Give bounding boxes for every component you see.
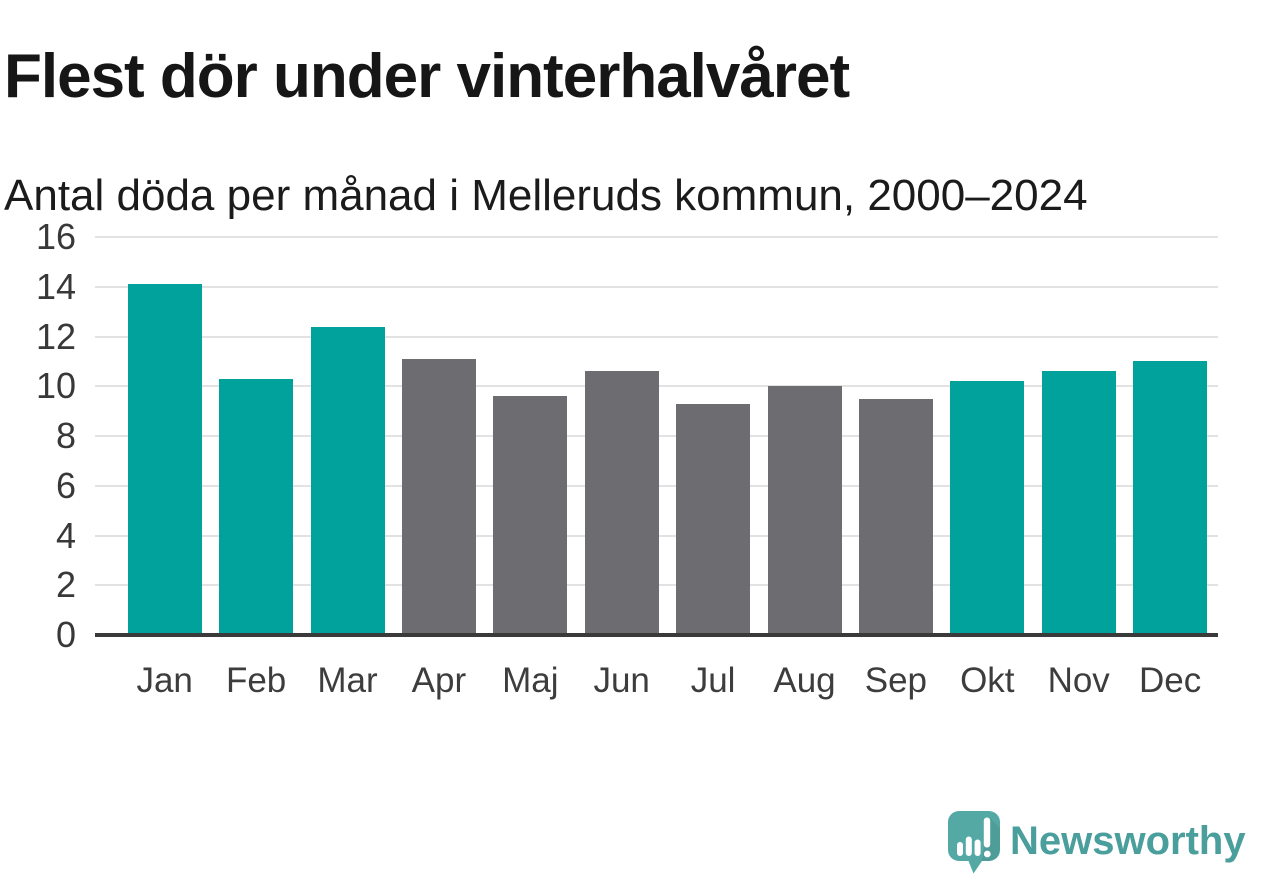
bar-sep bbox=[858, 398, 933, 635]
bar-mar bbox=[310, 326, 385, 635]
y-tick-label-2: 2 bbox=[55, 564, 76, 606]
bar-jun bbox=[584, 371, 659, 635]
x-tick-label-dec: Dec bbox=[1138, 661, 1202, 700]
x-tick-label-okt: Okt bbox=[960, 661, 1015, 700]
logo-bar-medium bbox=[974, 839, 981, 856]
bar-dec bbox=[1133, 361, 1208, 635]
logo-exclamation-dot bbox=[983, 850, 991, 858]
x-tick-label-apr: Apr bbox=[411, 661, 467, 700]
gridline-y-16 bbox=[95, 236, 1218, 238]
logo-bar-tall bbox=[965, 836, 972, 856]
x-tick-label-mar: Mar bbox=[317, 661, 378, 700]
bar-jul bbox=[676, 403, 751, 635]
bar-feb bbox=[219, 378, 294, 635]
y-tick-label-10: 10 bbox=[35, 365, 76, 407]
y-tick-label-6: 6 bbox=[55, 464, 76, 506]
x-tick-label-jun: Jun bbox=[593, 661, 650, 700]
x-tick-label-maj: Maj bbox=[502, 661, 559, 700]
bar-okt bbox=[950, 381, 1025, 635]
y-tick-label-14: 14 bbox=[35, 265, 76, 307]
bar-apr bbox=[401, 358, 476, 635]
x-tick-label-sep: Sep bbox=[864, 661, 928, 700]
logo-bar-small bbox=[957, 842, 963, 856]
x-tick-label-jul: Jul bbox=[690, 661, 736, 700]
newsworthy-logo-icon bbox=[948, 811, 1000, 874]
bar-maj bbox=[493, 396, 568, 635]
bar-nov bbox=[1041, 371, 1116, 635]
x-tick-label-jan: Jan bbox=[136, 661, 193, 700]
y-tick-label-4: 4 bbox=[55, 514, 76, 556]
x-tick-label-aug: Aug bbox=[773, 661, 836, 700]
y-tick-label-12: 12 bbox=[35, 315, 76, 357]
gridline-y-12 bbox=[95, 335, 1218, 338]
newsworthy-wordmark: Newsworthy bbox=[1010, 819, 1246, 863]
x-tick-label-feb: Feb bbox=[225, 661, 287, 700]
chart-subtitle: Antal döda per månad i Melleruds kommun,… bbox=[4, 171, 1088, 220]
chart-title: Flest dör under vinterhalvåret bbox=[4, 41, 850, 111]
y-tick-label-8: 8 bbox=[55, 415, 76, 456]
y-tick-label-0: 0 bbox=[55, 614, 76, 655]
x-axis-line bbox=[95, 633, 1218, 637]
logo-shadow bbox=[981, 817, 1000, 861]
logo-exclamation-bar bbox=[983, 817, 991, 848]
gridline-y-14 bbox=[95, 285, 1218, 288]
bar-jan bbox=[127, 284, 202, 635]
bar-aug bbox=[767, 386, 842, 635]
x-tick-label-nov: Nov bbox=[1047, 661, 1110, 700]
y-tick-label-16: 16 bbox=[35, 216, 76, 257]
